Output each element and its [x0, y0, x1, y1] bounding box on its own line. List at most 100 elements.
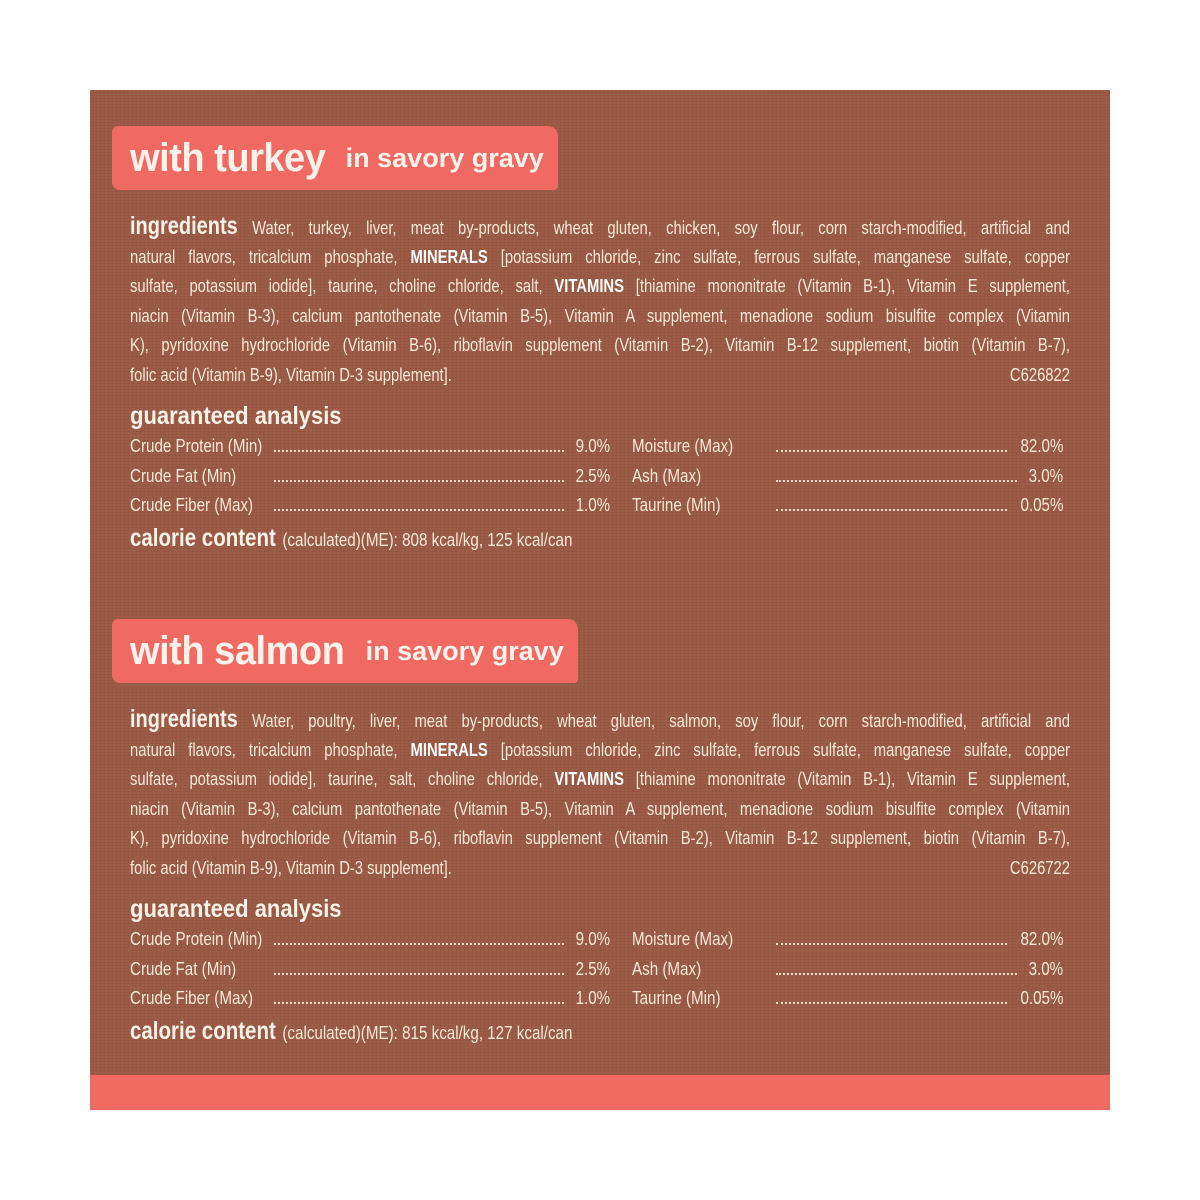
analysis-value: 2.5%	[575, 464, 610, 486]
analysis-label: Taurine (Min)	[632, 987, 721, 1008]
ingredients-line: sulfate, potassium iodide], taurine, cho…	[130, 271, 1070, 301]
ingredients-line: ingredients Water, turkey, liver, meat b…	[130, 212, 1070, 242]
ingredients-text: niacin (Vitamin B-3), calcium pantothena…	[130, 304, 1070, 326]
ingredient-category: MINERALS	[410, 245, 488, 267]
dot-leader	[776, 509, 1007, 511]
ingredients-text: natural flavors, tricalcium phosphate,	[130, 738, 411, 760]
analysis-value: 82.0%	[1019, 928, 1063, 949]
analysis-label: Crude Fat (Min)	[130, 957, 237, 979]
ingredients-text: natural flavors, tricalcium phosphate,	[130, 245, 411, 267]
product-code: C626722	[1009, 856, 1070, 878]
title-sub: in savory gravy	[365, 635, 564, 666]
ingredient-category: VITAMINS	[554, 768, 624, 790]
ingredients-text: [potassium chloride, zinc sulfate, ferro…	[487, 245, 1070, 267]
analysis-label: Crude Fiber (Max)	[130, 494, 254, 515]
analysis-value: 3.0%	[1028, 957, 1063, 979]
ingredients-line: ingredients Water, poultry, liver, meat …	[130, 705, 1070, 735]
analysis-row: Crude Fiber (Max) 1.0%	[130, 494, 610, 523]
ingredient-category: VITAMINS	[554, 275, 624, 297]
analysis-value: 2.5%	[575, 957, 610, 979]
dot-leader	[776, 972, 1017, 975]
title-main: with salmon	[130, 628, 345, 673]
guaranteed-analysis-label: guaranteed analysis	[130, 895, 342, 923]
ingredients-line: niacin (Vitamin B-3), calcium pantothena…	[130, 301, 1070, 331]
ingredients-line: natural flavors, tricalcium phosphate, M…	[130, 242, 1070, 272]
analysis-row: Crude Fat (Min) 2.5%	[130, 465, 610, 494]
analysis-row: Taurine (Min) 0.05%	[632, 494, 1063, 523]
analysis-value: 9.0%	[575, 435, 610, 456]
title-main: with turkey	[130, 135, 326, 180]
ingredients-line: folic acid (Vitamin B-9), Vitamin D-3 su…	[130, 853, 1070, 883]
analysis-row: Crude Protein (Min) 9.0%	[130, 928, 610, 957]
dot-leader	[274, 450, 564, 452]
analysis-label: Ash (Max)	[632, 957, 702, 979]
ingredients-line: sulfate, potassium iodide], taurine, sal…	[130, 764, 1070, 794]
calorie-text: (calculated)(ME): 815 kcal/kg, 127 kcal/…	[282, 1022, 573, 1043]
ingredients-line: natural flavors, tricalcium phosphate, M…	[130, 735, 1070, 765]
analysis-value: 0.05%	[1019, 987, 1063, 1008]
guaranteed-analysis-label: guaranteed analysis	[130, 402, 342, 430]
analysis-value: 3.0%	[1028, 464, 1063, 486]
ingredients-text: Water, poultry, liver, meat by-products,…	[251, 710, 1071, 731]
calorie-label: calorie content	[130, 524, 276, 552]
analysis-value: 0.05%	[1019, 494, 1063, 515]
ingredients-line: K), pyridoxine hydrochloride (Vitamin B-…	[130, 330, 1070, 360]
analysis-row: Moisture (Max) 82.0%	[632, 928, 1063, 957]
dot-leader	[776, 479, 1017, 482]
dot-leader	[274, 972, 564, 975]
analysis-label: Crude Fat (Min)	[130, 464, 237, 486]
label-panel: with turkey in savory gravy ingredients Wa…	[90, 90, 1110, 1110]
analysis-value: 82.0%	[1019, 435, 1063, 456]
analysis-row: Ash (Max) 3.0%	[632, 465, 1063, 494]
dot-leader	[274, 943, 564, 945]
ingredients-line: folic acid (Vitamin B-9), Vitamin D-3 su…	[130, 360, 1070, 390]
analysis-value: 1.0%	[575, 987, 610, 1008]
dot-leader	[776, 1002, 1007, 1004]
analysis-label: Crude Protein (Min)	[130, 435, 263, 456]
ingredients-text: [potassium chloride, zinc sulfate, ferro…	[487, 738, 1070, 760]
analysis-label: Moisture (Max)	[632, 435, 734, 456]
analysis-label: Moisture (Max)	[632, 928, 734, 949]
analysis-row: Crude Fiber (Max) 1.0%	[130, 987, 610, 1016]
ingredients-text: folic acid (Vitamin B-9), Vitamin D-3 su…	[130, 856, 452, 878]
title-sub: in savory gravy	[345, 142, 544, 173]
calorie-label: calorie content	[130, 1017, 276, 1045]
calorie-content: calorie content (calculated)(ME): 808 kca…	[130, 524, 572, 553]
analysis-label: Ash (Max)	[632, 464, 702, 486]
analysis-row: Taurine (Min) 0.05%	[632, 987, 1063, 1016]
ingredients-line: K), pyridoxine hydrochloride (Vitamin B-…	[130, 823, 1070, 853]
ingredients-block: ingredients Water, turkey, liver, meat b…	[130, 212, 1070, 390]
dot-leader	[274, 1002, 564, 1004]
analysis-label: Taurine (Min)	[632, 494, 721, 515]
ingredients-text: sulfate, potassium iodide], taurine, sal…	[130, 768, 555, 790]
title-badge: with turkey in savory gravy	[112, 126, 558, 190]
ingredients-text: [thiamine mononitrate (Vitamin B-1), Vit…	[624, 275, 1070, 297]
ingredients-label: ingredients	[130, 212, 238, 240]
dot-leader	[274, 479, 564, 482]
analysis-row: Crude Protein (Min) 9.0%	[130, 435, 610, 464]
ingredients-block: ingredients Water, poultry, liver, meat …	[130, 705, 1070, 883]
product-code: C626822	[1009, 363, 1070, 385]
dot-leader	[776, 943, 1007, 945]
ingredients-text: niacin (Vitamin B-3), calcium pantothena…	[130, 797, 1070, 819]
analysis-value: 1.0%	[575, 494, 610, 515]
ingredients-text: K), pyridoxine hydrochloride (Vitamin B-…	[130, 334, 1070, 356]
analysis-row: Ash (Max) 3.0%	[632, 958, 1063, 987]
ingredients-line: niacin (Vitamin B-3), calcium pantothena…	[130, 794, 1070, 824]
calorie-content: calorie content (calculated)(ME): 815 kca…	[130, 1017, 572, 1046]
analysis-row: Moisture (Max) 82.0%	[632, 435, 1063, 464]
ingredients-text: K), pyridoxine hydrochloride (Vitamin B-…	[130, 827, 1070, 849]
title-badge: with salmon in savory gravy	[112, 619, 578, 683]
ingredients-label: ingredients	[130, 705, 238, 733]
analysis-value: 9.0%	[575, 928, 610, 949]
dot-leader	[776, 450, 1007, 452]
ingredients-text: sulfate, potassium iodide], taurine, cho…	[130, 275, 555, 297]
ingredients-text: [thiamine mononitrate (Vitamin B-1), Vit…	[624, 768, 1070, 790]
calorie-text: (calculated)(ME): 808 kcal/kg, 125 kcal/…	[282, 529, 573, 550]
analysis-label: Crude Fiber (Max)	[130, 987, 254, 1008]
analysis-label: Crude Protein (Min)	[130, 928, 263, 949]
analysis-row: Crude Fat (Min) 2.5%	[130, 958, 610, 987]
ingredients-text: folic acid (Vitamin B-9), Vitamin D-3 su…	[130, 363, 452, 385]
dot-leader	[274, 509, 564, 511]
ingredients-text: Water, turkey, liver, meat by-products, …	[252, 217, 1070, 238]
